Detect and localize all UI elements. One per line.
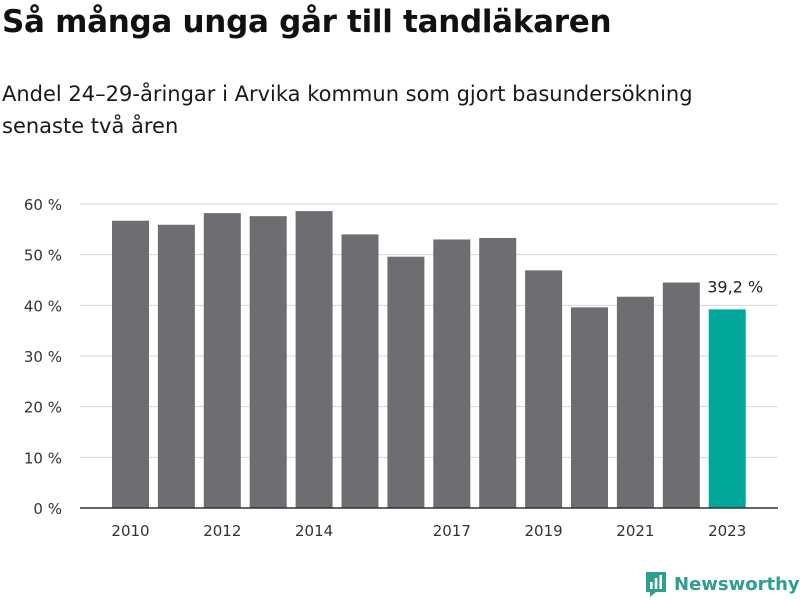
bar-2021 xyxy=(616,296,654,508)
x-tick-label: 2017 xyxy=(433,522,471,540)
bar-2016 xyxy=(387,256,425,508)
y-tick-label: 60 % xyxy=(24,196,62,214)
y-tick-label: 20 % xyxy=(24,399,62,417)
bar-2014 xyxy=(295,211,333,509)
brand-name: Newsworthy xyxy=(674,573,800,595)
x-tick-label: 2014 xyxy=(295,522,333,540)
brand-logo: Newsworthy xyxy=(644,568,800,600)
bar-2019 xyxy=(525,270,563,508)
y-tick-label: 40 % xyxy=(24,297,62,315)
x-tick-label: 2021 xyxy=(616,522,654,540)
bar-2023 xyxy=(708,309,746,508)
y-tick-label: 30 % xyxy=(24,348,62,366)
newsworthy-logo-icon xyxy=(646,572,666,597)
bar-2011 xyxy=(157,224,195,509)
y-tick-label: 0 % xyxy=(33,500,62,518)
x-tick-label: 2019 xyxy=(525,522,563,540)
data-label: 39,2 % xyxy=(707,277,763,296)
bar-2018 xyxy=(479,237,517,509)
y-tick-label: 10 % xyxy=(24,449,62,467)
page-title: Så många unga går till tandläkaren xyxy=(2,4,612,40)
bar-2017 xyxy=(433,239,471,508)
x-tick-label: 2012 xyxy=(203,522,241,540)
bar-2020 xyxy=(571,307,608,508)
bar-2022 xyxy=(662,282,700,508)
y-tick-label: 50 % xyxy=(24,247,62,265)
bar-2015 xyxy=(341,234,379,508)
x-tick-label: 2023 xyxy=(708,522,746,540)
bar-2013 xyxy=(249,216,287,508)
x-tick-label: 2010 xyxy=(111,522,149,540)
chart-subtitle: Andel 24–29-åringar i Arvika kommun som … xyxy=(2,82,693,138)
bar-2010 xyxy=(112,220,149,508)
bar-2012 xyxy=(203,213,241,508)
